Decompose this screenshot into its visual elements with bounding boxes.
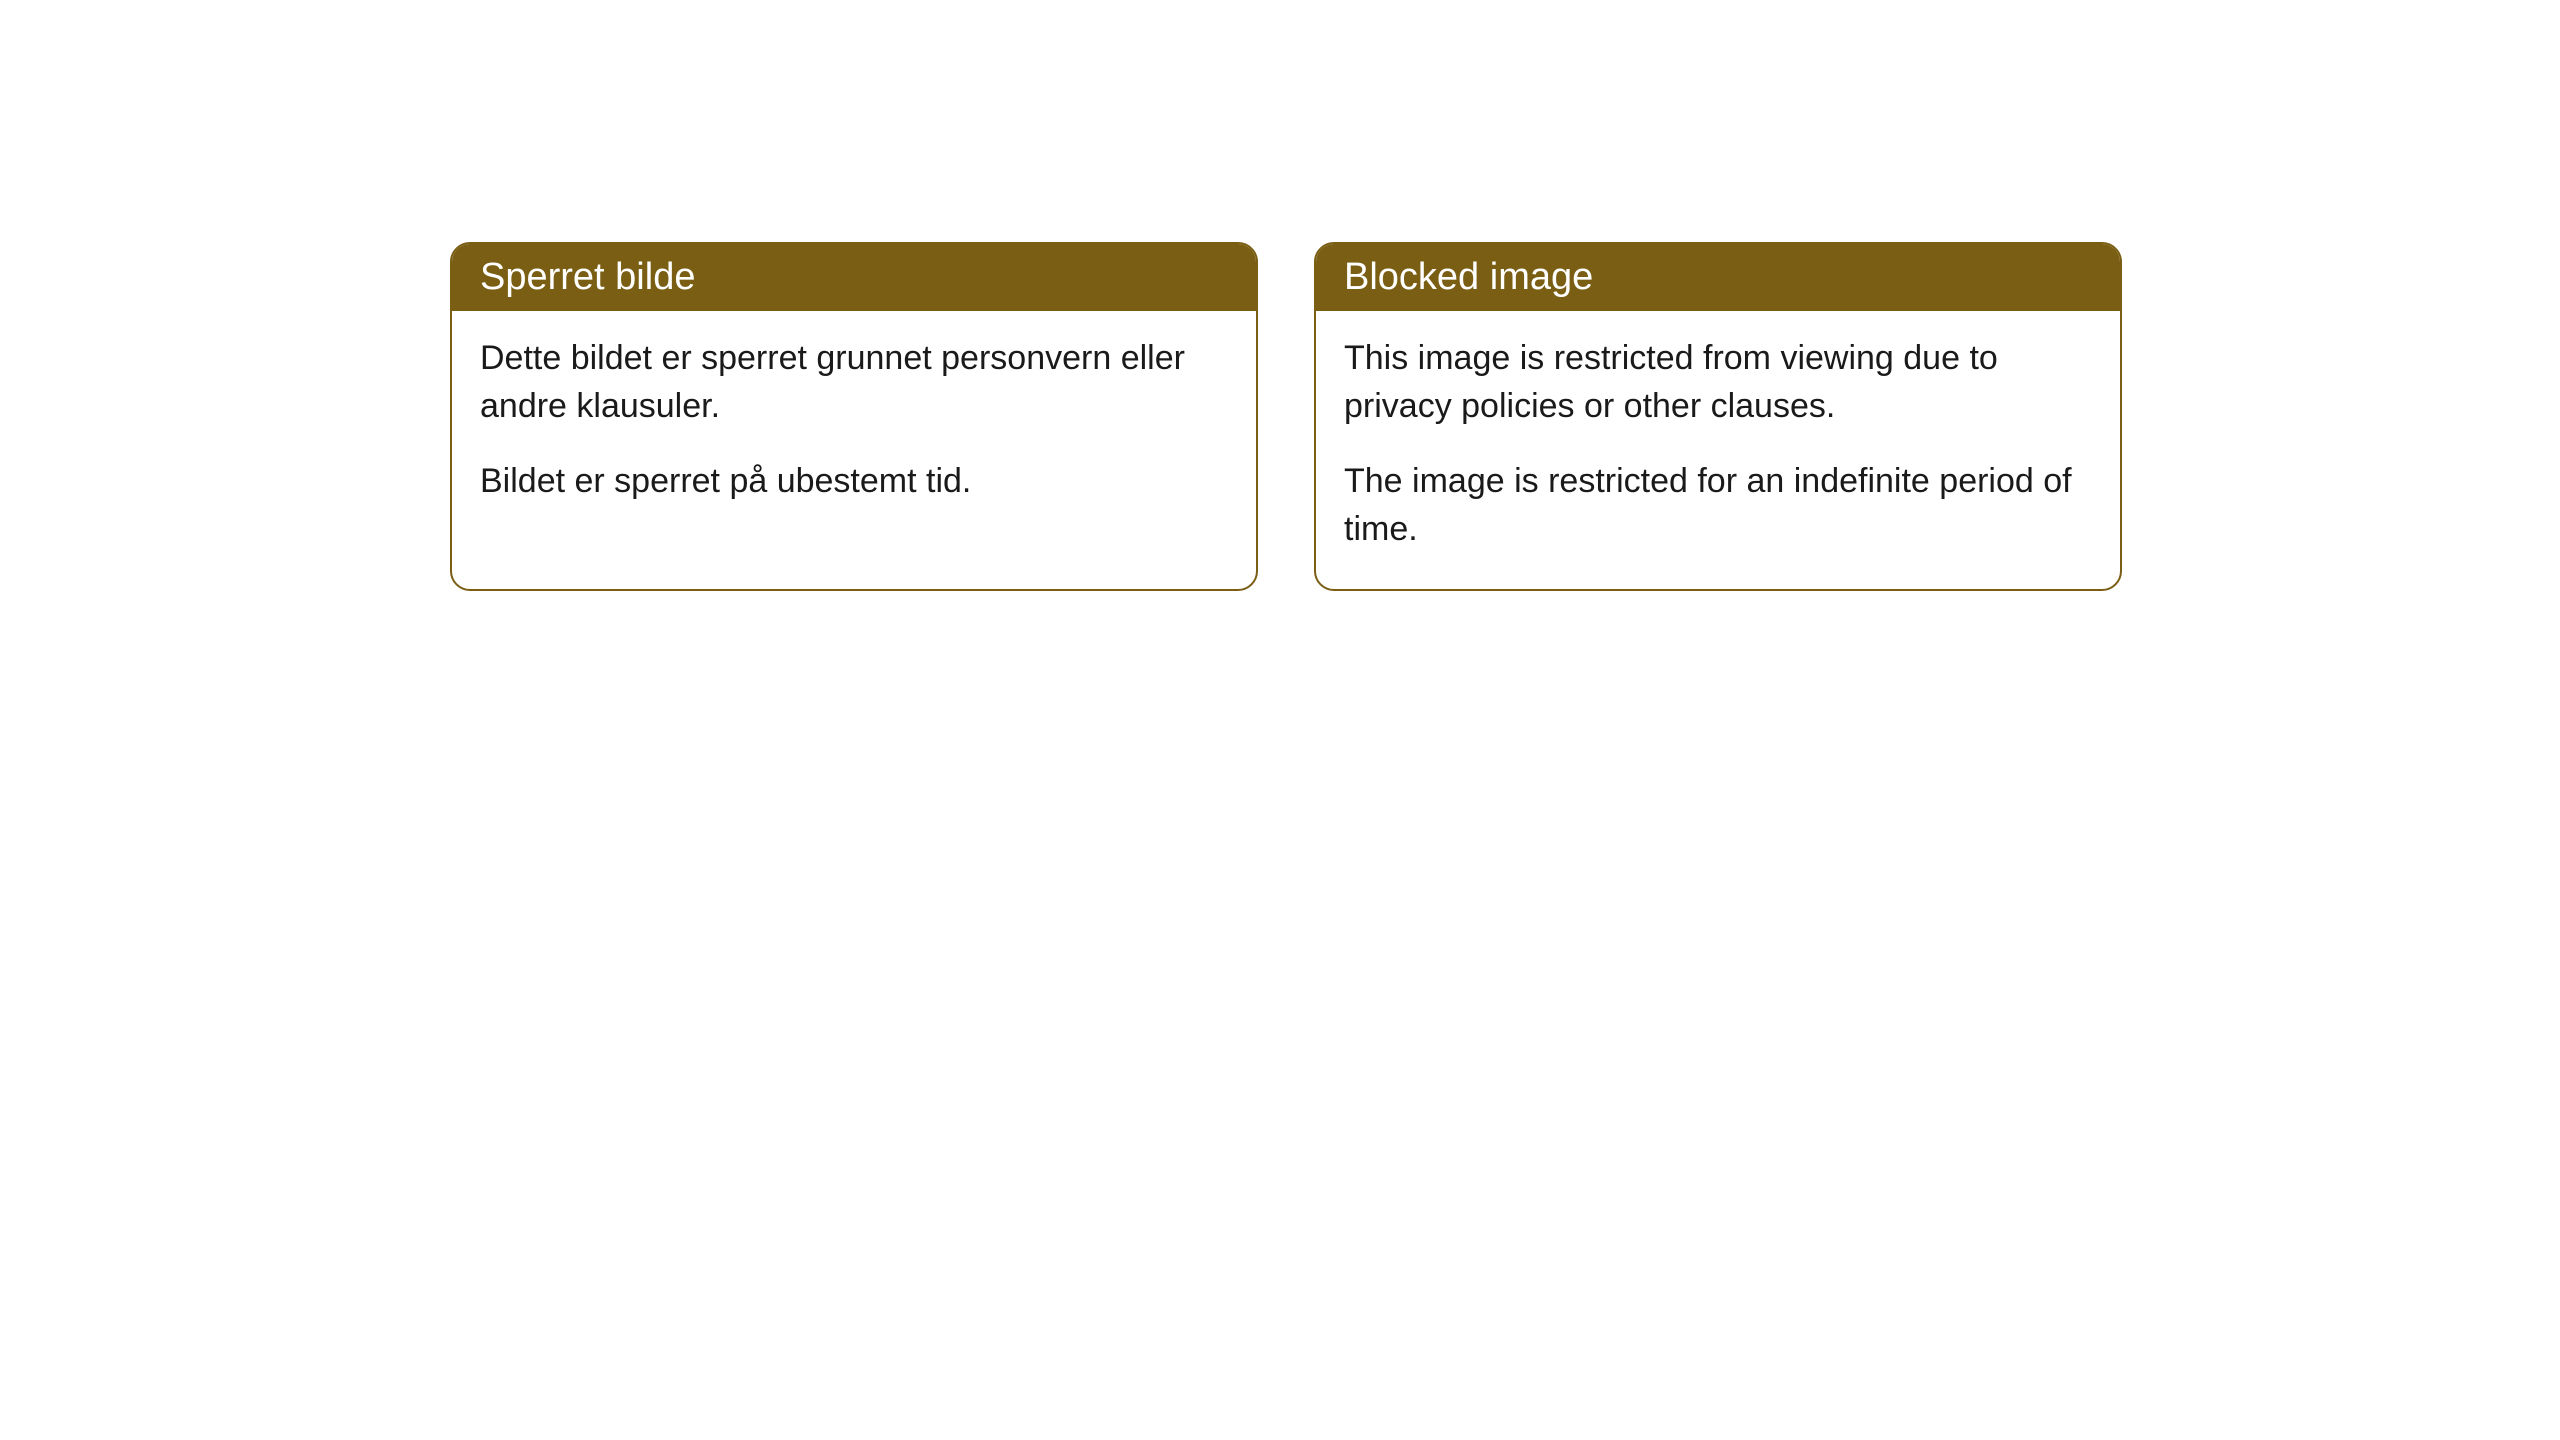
card-header: Sperret bilde bbox=[452, 244, 1256, 311]
card-title: Blocked image bbox=[1344, 256, 1593, 298]
card-body: Dette bildet er sperret grunnet personve… bbox=[452, 311, 1256, 542]
card-title: Sperret bilde bbox=[480, 256, 695, 298]
notice-card-norwegian: Sperret bilde Dette bildet er sperret gr… bbox=[450, 242, 1258, 591]
card-paragraph: This image is restricted from viewing du… bbox=[1344, 335, 2092, 430]
card-body: This image is restricted from viewing du… bbox=[1316, 311, 2120, 589]
card-paragraph: Bildet er sperret på ubestemt tid. bbox=[480, 458, 1228, 506]
card-paragraph: Dette bildet er sperret grunnet personve… bbox=[480, 335, 1228, 430]
notice-card-english: Blocked image This image is restricted f… bbox=[1314, 242, 2122, 591]
card-header: Blocked image bbox=[1316, 244, 2120, 311]
notice-cards-container: Sperret bilde Dette bildet er sperret gr… bbox=[450, 242, 2122, 591]
card-paragraph: The image is restricted for an indefinit… bbox=[1344, 458, 2092, 553]
